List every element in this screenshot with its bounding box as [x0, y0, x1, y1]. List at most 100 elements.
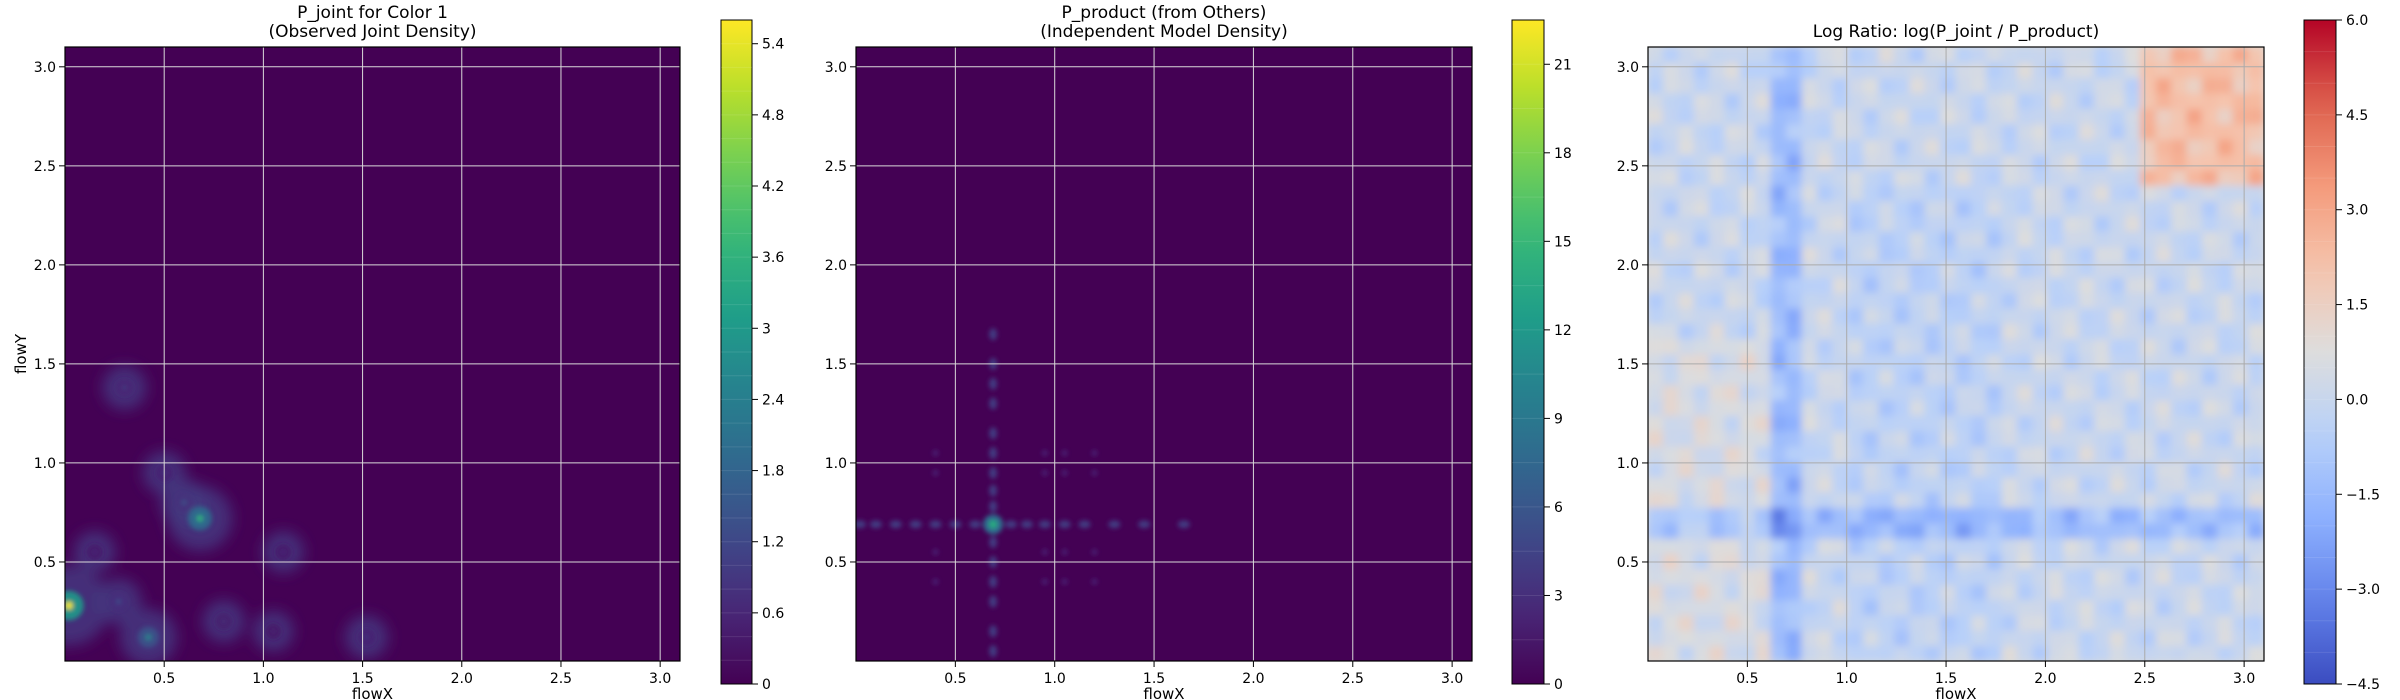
ratio-cell — [1709, 123, 1726, 140]
ratio-cell — [1709, 353, 1726, 370]
ratio-cell — [1863, 491, 1880, 508]
ratio-cell — [2094, 261, 2111, 278]
ratio-cell — [2078, 476, 2096, 493]
ratio-cell — [2078, 61, 2096, 79]
product-density-spot — [1138, 520, 1151, 529]
ratio-cell — [1693, 507, 1711, 524]
ratio-cell — [1893, 215, 1911, 232]
ratio-cell — [1693, 614, 1711, 631]
ratio-cell — [2248, 399, 2264, 416]
ratio-cell — [1924, 307, 1942, 324]
ratio-cell — [2171, 491, 2188, 508]
ratio-cell — [1970, 261, 1988, 278]
ratio-cell — [1986, 553, 2003, 570]
ratio-cell — [2140, 445, 2157, 462]
ratio-cell — [1693, 184, 1711, 201]
ratio-cell — [1755, 123, 1772, 140]
ratio-cell — [1770, 399, 1788, 416]
ratio-cell — [1786, 230, 1803, 248]
ratio-cell — [2001, 568, 2019, 585]
ratio-cell — [2248, 246, 2264, 263]
ratio-cell — [1693, 230, 1711, 248]
ratio-cell — [2047, 537, 2065, 555]
ratio-cell — [2232, 123, 2250, 140]
ratio-cell — [2063, 338, 2080, 355]
ratio-cell — [2078, 200, 2096, 217]
ratio-cell — [1878, 92, 1895, 109]
ratio-cell — [1693, 460, 1711, 478]
product-density-spot — [1091, 578, 1098, 585]
ratio-cell — [2232, 599, 2250, 616]
ratio-cell — [2171, 276, 2188, 294]
ratio-cell — [1755, 460, 1772, 478]
ratio-cell — [2155, 184, 2173, 201]
ratio-cell — [2124, 353, 2142, 370]
ratio-cell — [2201, 507, 2219, 524]
ratio-cell — [2124, 384, 2142, 401]
ratio-cell — [2063, 47, 2080, 63]
ratio-cell — [1878, 629, 1895, 647]
ratio-cell — [1724, 107, 1741, 125]
ratio-cell — [2201, 491, 2219, 508]
ratio-cell — [1863, 384, 1880, 401]
ratio-cell — [2140, 230, 2157, 248]
ratio-cell — [2017, 583, 2034, 601]
ratio-cell — [1693, 384, 1711, 401]
ratio-cell — [1816, 61, 1834, 79]
ratio-cell — [2047, 230, 2065, 248]
ratio-cell — [2094, 92, 2111, 109]
ratio-cell — [1970, 522, 1988, 539]
ratio-cell — [1816, 230, 1834, 248]
ratio-cell — [1693, 215, 1711, 232]
ratio-cell — [1986, 246, 2003, 263]
colorbar-tick-label: 4.5 — [2346, 108, 2368, 124]
ratio-cell — [1678, 107, 1695, 125]
ratio-cell — [2124, 153, 2142, 171]
ratio-cell — [2047, 583, 2065, 601]
ratio-cell — [2078, 184, 2096, 201]
ratio-cell — [2217, 276, 2234, 294]
ratio-cell — [1724, 77, 1741, 94]
ratio-cell — [1909, 445, 1926, 462]
ratio-cell — [1878, 138, 1895, 155]
ratio-cell — [2047, 599, 2065, 616]
ratio-cell — [2248, 583, 2264, 601]
ratio-cell — [1801, 599, 1818, 616]
product-density-spot — [929, 520, 942, 529]
ratio-cell — [2017, 553, 2034, 570]
ratio-cell — [2155, 169, 2173, 186]
ratio-cell — [1909, 322, 1926, 340]
ratio-cell — [2232, 614, 2250, 631]
ratio-cell — [1909, 215, 1926, 232]
ratio-cell — [2078, 599, 2096, 616]
ratio-cell — [2094, 583, 2111, 601]
product-density-spot — [989, 377, 998, 390]
ratio-cell — [1986, 307, 2003, 324]
ratio-cell — [2094, 430, 2111, 447]
ratio-cell — [2155, 553, 2173, 570]
ratio-cell — [1662, 77, 1680, 94]
ratio-cell — [1847, 276, 1865, 294]
ratio-cell — [1832, 353, 1849, 370]
ratio-cell — [1755, 399, 1772, 416]
ratio-cell — [2201, 107, 2219, 125]
ratio-cell — [1955, 169, 1972, 186]
ratio-cell — [2155, 338, 2173, 355]
ratio-cell — [1893, 153, 1911, 171]
ratio-cell — [2186, 200, 2203, 217]
colorbar-tick-label: 9 — [1554, 411, 1563, 427]
ratio-cell — [1955, 368, 1972, 386]
panel-joint: P_joint for Color 1 (Observed Joint Dens… — [12, 3, 784, 700]
ratio-cell — [1816, 599, 1834, 616]
ratio-cell — [2001, 107, 2019, 125]
ratio-cell — [2063, 353, 2080, 370]
ratio-cell — [1924, 368, 1942, 386]
ratio-cell — [2094, 107, 2111, 125]
ratio-cell — [1970, 153, 1988, 171]
ratio-cell — [1678, 322, 1695, 340]
ratio-cell — [2155, 599, 2173, 616]
ratio-cell — [1940, 368, 1957, 386]
colorbar-tick-label: 0.6 — [762, 606, 784, 622]
ratio-cell — [1893, 230, 1911, 248]
